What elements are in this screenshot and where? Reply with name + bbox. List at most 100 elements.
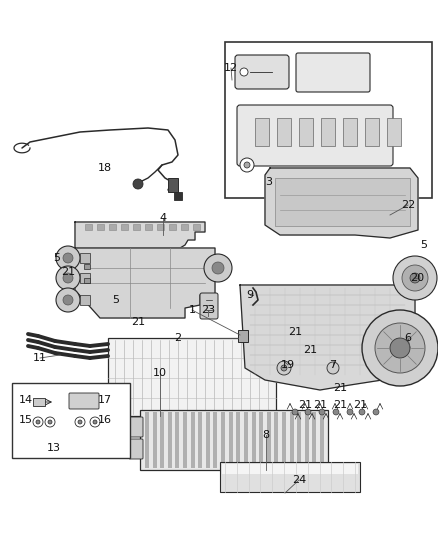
Bar bbox=[299, 118, 313, 146]
FancyBboxPatch shape bbox=[237, 105, 393, 166]
Circle shape bbox=[240, 68, 248, 76]
Bar bbox=[220, 462, 360, 492]
Text: 3: 3 bbox=[265, 177, 272, 187]
Bar bbox=[259, 412, 263, 468]
Bar bbox=[169, 224, 176, 230]
Circle shape bbox=[63, 253, 73, 263]
Bar bbox=[275, 178, 410, 226]
Text: 23: 23 bbox=[201, 305, 215, 315]
Bar bbox=[213, 412, 218, 468]
Circle shape bbox=[327, 362, 339, 374]
Circle shape bbox=[375, 323, 425, 373]
Text: 17: 17 bbox=[98, 395, 112, 405]
Circle shape bbox=[45, 417, 55, 427]
Circle shape bbox=[277, 361, 291, 375]
Circle shape bbox=[347, 409, 353, 415]
Bar bbox=[312, 412, 316, 468]
Bar bbox=[80, 253, 90, 263]
Polygon shape bbox=[240, 285, 415, 390]
Bar bbox=[97, 224, 104, 230]
Bar bbox=[84, 278, 90, 283]
Polygon shape bbox=[75, 248, 215, 318]
Circle shape bbox=[240, 158, 254, 172]
Circle shape bbox=[319, 409, 325, 415]
Text: 6: 6 bbox=[405, 333, 411, 343]
Bar bbox=[160, 412, 164, 468]
Circle shape bbox=[390, 338, 410, 358]
Bar bbox=[152, 412, 157, 468]
Text: 21: 21 bbox=[131, 317, 145, 327]
Bar bbox=[221, 412, 225, 468]
Circle shape bbox=[63, 273, 73, 283]
Bar bbox=[176, 412, 180, 468]
Text: 1: 1 bbox=[188, 305, 195, 315]
Circle shape bbox=[36, 420, 40, 424]
Text: 21: 21 bbox=[333, 383, 347, 393]
Bar bbox=[320, 412, 324, 468]
Bar bbox=[305, 412, 309, 468]
Bar bbox=[193, 224, 200, 230]
Bar bbox=[191, 412, 194, 468]
Bar bbox=[255, 118, 269, 146]
Bar bbox=[33, 398, 45, 406]
FancyBboxPatch shape bbox=[296, 53, 370, 92]
Bar bbox=[109, 224, 116, 230]
Circle shape bbox=[292, 409, 298, 415]
Text: 21: 21 bbox=[333, 400, 347, 410]
Bar bbox=[365, 118, 379, 146]
Bar bbox=[12, 383, 130, 458]
Bar bbox=[198, 412, 202, 468]
Circle shape bbox=[362, 310, 438, 386]
Bar bbox=[145, 412, 149, 468]
FancyBboxPatch shape bbox=[235, 55, 289, 89]
Circle shape bbox=[33, 417, 43, 427]
Circle shape bbox=[402, 265, 428, 291]
Text: 21: 21 bbox=[303, 345, 317, 355]
Bar bbox=[183, 412, 187, 468]
Bar bbox=[244, 412, 248, 468]
Text: 21: 21 bbox=[313, 400, 327, 410]
Bar bbox=[133, 224, 140, 230]
Bar bbox=[181, 224, 188, 230]
Text: 11: 11 bbox=[33, 353, 47, 363]
Bar bbox=[251, 412, 255, 468]
Bar bbox=[168, 178, 178, 192]
Bar bbox=[174, 192, 182, 200]
Bar bbox=[145, 224, 152, 230]
Bar bbox=[290, 412, 293, 468]
Text: 14: 14 bbox=[19, 395, 33, 405]
Circle shape bbox=[78, 420, 82, 424]
Text: 21: 21 bbox=[298, 400, 312, 410]
Circle shape bbox=[75, 417, 85, 427]
Bar bbox=[140, 410, 328, 470]
Circle shape bbox=[244, 162, 250, 168]
Circle shape bbox=[56, 266, 80, 290]
Text: 7: 7 bbox=[329, 360, 336, 370]
Circle shape bbox=[204, 254, 232, 282]
Text: 13: 13 bbox=[47, 443, 61, 453]
Bar bbox=[321, 118, 335, 146]
Text: 5: 5 bbox=[113, 295, 120, 305]
Circle shape bbox=[373, 409, 379, 415]
Text: 16: 16 bbox=[98, 415, 112, 425]
Bar bbox=[238, 330, 248, 342]
Bar bbox=[121, 224, 128, 230]
Bar bbox=[343, 118, 357, 146]
Circle shape bbox=[56, 288, 80, 312]
Bar bbox=[387, 118, 401, 146]
Bar bbox=[108, 338, 276, 416]
Circle shape bbox=[63, 295, 73, 305]
Text: 20: 20 bbox=[410, 273, 424, 283]
Bar bbox=[84, 264, 90, 269]
Circle shape bbox=[90, 417, 100, 427]
FancyBboxPatch shape bbox=[69, 393, 99, 409]
Bar bbox=[229, 412, 233, 468]
Bar bbox=[168, 412, 172, 468]
Text: 15: 15 bbox=[19, 415, 33, 425]
Circle shape bbox=[359, 409, 365, 415]
Text: 5: 5 bbox=[420, 240, 427, 250]
Bar bbox=[282, 412, 286, 468]
Text: 8: 8 bbox=[262, 430, 269, 440]
FancyBboxPatch shape bbox=[129, 439, 143, 459]
FancyBboxPatch shape bbox=[129, 417, 143, 437]
